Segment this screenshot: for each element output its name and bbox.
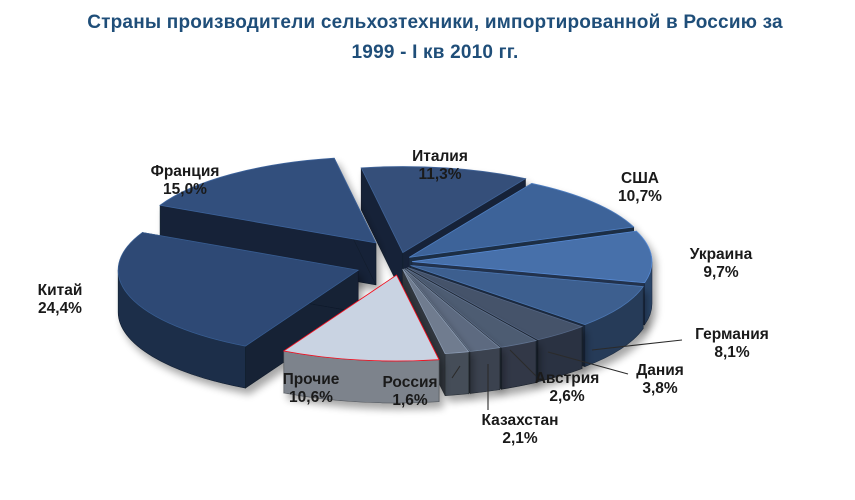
slice-label-value: 15,0% — [163, 181, 207, 198]
slice-top — [402, 268, 470, 355]
chart-title-line-1: Страны производители сельхозтехники, имп… — [87, 12, 783, 33]
slice-label-италия: Италия 11,3% — [380, 148, 500, 184]
slice-label-name: Россия — [382, 374, 438, 391]
leader-line-россия — [451, 365, 461, 379]
slice-top — [360, 166, 527, 254]
slice-label-name: Прочие — [282, 371, 340, 388]
slice-label-value: 10,7% — [618, 188, 662, 205]
slice-китай — [117, 232, 360, 389]
slice-label-name: Италия — [412, 148, 468, 165]
slice-прочие — [282, 274, 440, 404]
slice-label-name: Германия — [695, 326, 769, 343]
slice-label-value: 2,6% — [549, 388, 585, 405]
slice-label-name: Китай — [37, 282, 83, 299]
slice-top — [405, 267, 538, 348]
slice-label-value: 8,1% — [714, 344, 750, 361]
slice-label-value: 10,6% — [289, 389, 333, 406]
slice-label-сша: США 10,7% — [580, 170, 700, 206]
slice-label-казахстан: Казахстан 2,1% — [460, 412, 580, 448]
slice-label-value: 3,8% — [642, 380, 678, 397]
slice-label-name: Украина — [689, 246, 753, 263]
slice-label-name: Казахстан — [481, 412, 559, 429]
slice-label-германия: Германия 8,1% — [672, 326, 792, 362]
slice-top — [159, 157, 377, 244]
leader-line-дания — [547, 351, 629, 375]
slice-top — [410, 265, 644, 326]
slice-top — [407, 267, 584, 341]
chart-title-line-2: 1999 - I кв 2010 гг. — [351, 42, 519, 63]
slice-label-name: Франция — [150, 163, 220, 180]
slice-top — [408, 183, 635, 258]
slice-label-value: 9,7% — [703, 264, 739, 281]
slice-label-name: Дания — [636, 362, 684, 379]
slice-top — [282, 274, 440, 362]
chart-title: Страны производители сельхозтехники, имп… — [40, 8, 830, 68]
slice-top — [411, 230, 653, 284]
slice-top — [403, 268, 501, 352]
slice-label-австрия: Австрия 2,6% — [507, 370, 627, 406]
leader-line-германия — [591, 339, 683, 351]
slice-label-value: 24,4% — [38, 300, 82, 317]
slice-label-value: 11,3% — [418, 166, 462, 183]
leader-line-австрия — [509, 349, 537, 377]
slice-top — [117, 232, 360, 347]
slice-label-франция: Франция 15,0% — [125, 163, 245, 199]
slice-label-китай: Китай 24,4% — [0, 282, 120, 318]
slice-label-value: 1,6% — [392, 392, 428, 409]
slice-label-value: 2,1% — [502, 430, 538, 447]
slice-label-украина: Украина 9,7% — [661, 246, 781, 282]
slice-label-name: Австрия — [534, 370, 600, 387]
slice-label-дания: Дания 3,8% — [600, 362, 720, 398]
slice-wall — [469, 347, 501, 394]
slice-label-name: США — [621, 170, 659, 187]
slice-label-россия: Россия 1,6% — [350, 374, 470, 410]
slice-label-прочие: Прочие 10,6% — [251, 371, 371, 407]
